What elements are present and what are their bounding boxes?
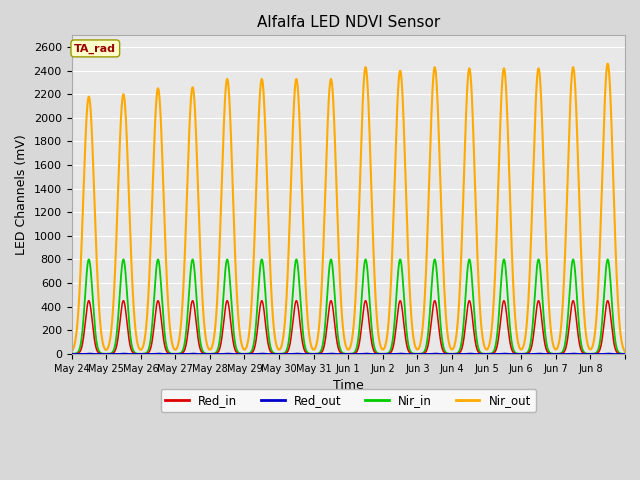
Legend: Red_in, Red_out, Nir_in, Nir_out: Red_in, Red_out, Nir_in, Nir_out bbox=[161, 389, 536, 411]
Y-axis label: LED Channels (mV): LED Channels (mV) bbox=[15, 134, 28, 255]
Title: Alfalfa LED NDVI Sensor: Alfalfa LED NDVI Sensor bbox=[257, 15, 440, 30]
X-axis label: Time: Time bbox=[333, 379, 364, 392]
Text: TA_rad: TA_rad bbox=[74, 43, 116, 54]
